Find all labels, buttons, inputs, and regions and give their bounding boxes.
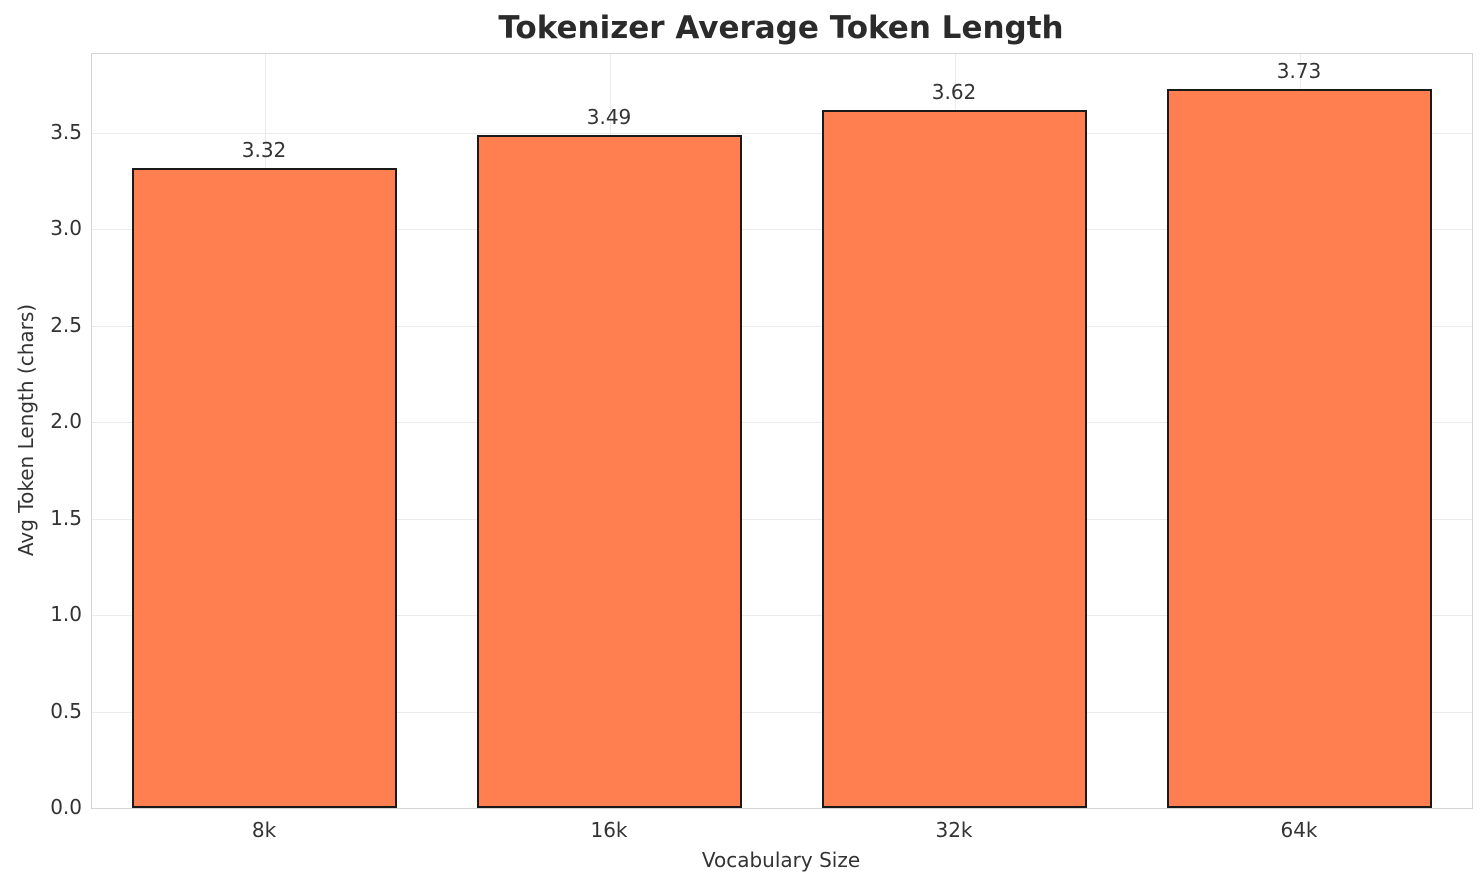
- bar-value-label: 3.32: [241, 138, 287, 162]
- bar-64k: [1167, 89, 1432, 808]
- h-gridline: [92, 229, 1472, 231]
- x-tick-label: 32k: [935, 818, 973, 842]
- x-tick-label: 64k: [1280, 818, 1318, 842]
- y-tick-label: 3.0: [50, 216, 82, 241]
- chart-title: Tokenizer Average Token Length: [498, 10, 1064, 46]
- plot-area: [91, 53, 1473, 809]
- h-gridline: [92, 422, 1472, 424]
- y-tick-label: 0.0: [50, 795, 82, 819]
- bar-value-label: 3.73: [1276, 59, 1322, 83]
- bar-16k: [477, 135, 742, 808]
- x-tick-label: 16k: [590, 818, 628, 842]
- bar-32k: [822, 110, 1087, 808]
- bar-value-label: 3.62: [931, 80, 977, 104]
- h-gridline: [92, 518, 1472, 520]
- x-tick-label: 8k: [251, 818, 277, 842]
- h-gridline: [92, 711, 1472, 713]
- h-gridline: [92, 133, 1472, 135]
- x-axis-title: Vocabulary Size: [701, 848, 861, 872]
- y-tick-label: 2.0: [50, 409, 82, 434]
- y-tick-label: 3.5: [50, 120, 82, 145]
- bar-8k: [132, 168, 397, 808]
- y-axis-title: Avg Token Length (chars): [14, 303, 38, 557]
- h-gridline: [92, 325, 1472, 327]
- y-tick-label: 1.5: [50, 505, 82, 530]
- y-tick-label: 2.5: [50, 312, 82, 337]
- y-tick-label: 0.5: [50, 698, 82, 723]
- bar-value-label: 3.49: [586, 105, 632, 129]
- y-tick-label: 1.0: [50, 602, 82, 627]
- h-gridline: [92, 615, 1472, 617]
